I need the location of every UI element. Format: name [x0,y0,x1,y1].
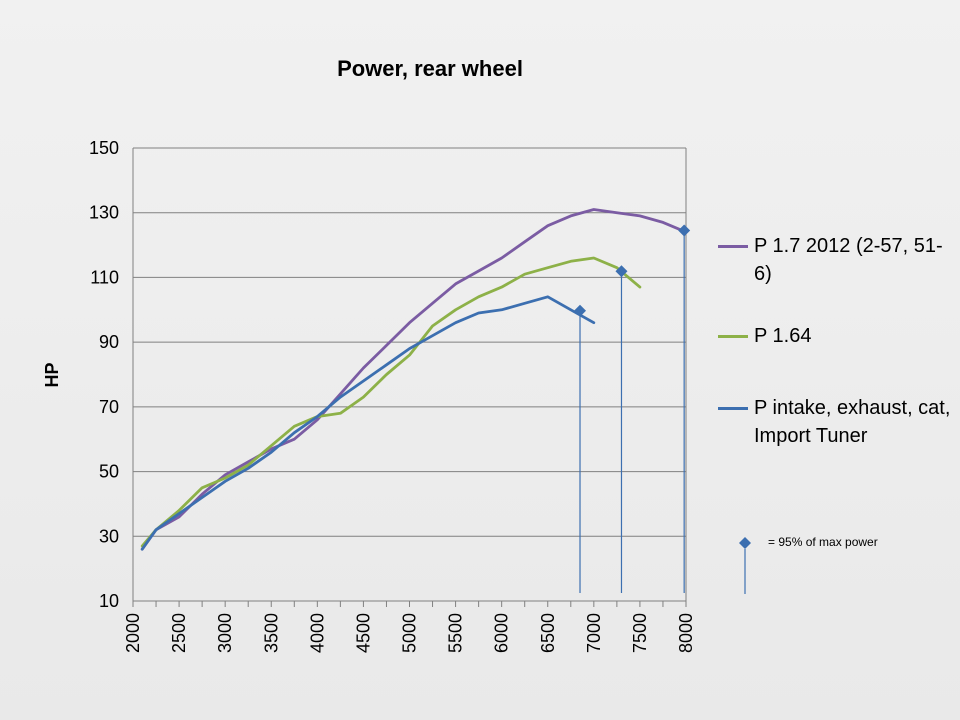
legend-marker-diamond [739,537,751,549]
y-tick-10: 10 [99,591,119,611]
marker-legend-note: = 95% of max power [768,535,878,549]
x-tick-6000: 6000 [492,613,512,653]
legend-marker-sample [739,537,751,594]
legend-swatch-p164 [718,335,748,338]
x-tick-2000: 2000 [123,613,143,653]
x-tick-7500: 7500 [630,613,650,653]
y-tick-labels: 10 30 50 70 90 110 130 150 [89,138,119,611]
x-tick-8000: 8000 [676,613,696,653]
axes [132,148,687,607]
legend-swatch-p-intake [718,407,748,410]
y-tick-30: 30 [99,526,119,546]
max-power-marker-1 [615,265,628,278]
series-line-1 [140,256,642,548]
x-tick-5000: 5000 [400,613,420,653]
max-power-marker-0 [574,304,587,317]
x-tick-labels: 2000 2500 3000 3500 4000 4500 5000 5500 6000 6500… [123,613,696,653]
grid-lines [133,147,686,602]
x-tick-3500: 3500 [261,613,281,653]
x-tick-5500: 5500 [446,613,466,653]
max-power-markers [574,224,691,317]
y-tick-50: 50 [99,462,119,482]
legend-label-p17: P 1.7 2012 (2-57, 51-6) [754,235,943,285]
marker-drop-lines [579,230,685,593]
x-tick-4500: 4500 [353,613,373,653]
legend-label-p164: P 1.64 [754,325,812,347]
max-power-marker-2 [678,224,691,237]
legend-label-p-intake: P intake, exhaust, cat, Import Tuner [754,397,951,447]
x-tick-7000: 7000 [584,613,604,653]
y-tick-70: 70 [99,397,119,417]
legend-item-p164: P 1.64 [718,322,958,350]
legend-swatch-p17 [718,245,748,248]
chart-title: Power, rear wheel [337,56,523,81]
x-tick-3000: 3000 [215,613,235,653]
x-tick-4000: 4000 [307,613,327,653]
legend-item-p17: P 1.7 2012 (2-57, 51-6) [718,232,958,288]
y-tick-90: 90 [99,332,119,352]
legend-item-p-intake: P intake, exhaust, cat, Import Tuner [718,394,958,450]
x-tick-2500: 2500 [169,613,189,653]
y-tick-150: 150 [89,138,119,158]
y-tick-110: 110 [90,267,119,287]
series-line-2 [140,295,596,551]
series-lines [140,208,688,551]
y-tick-130: 130 [89,203,119,223]
y-axis-label: HP [42,362,62,387]
legend: P 1.7 2012 (2-57, 51-6) P 1.64 P intake,… [718,232,958,450]
series-line-0 [140,208,688,551]
x-tick-6500: 6500 [538,613,558,653]
